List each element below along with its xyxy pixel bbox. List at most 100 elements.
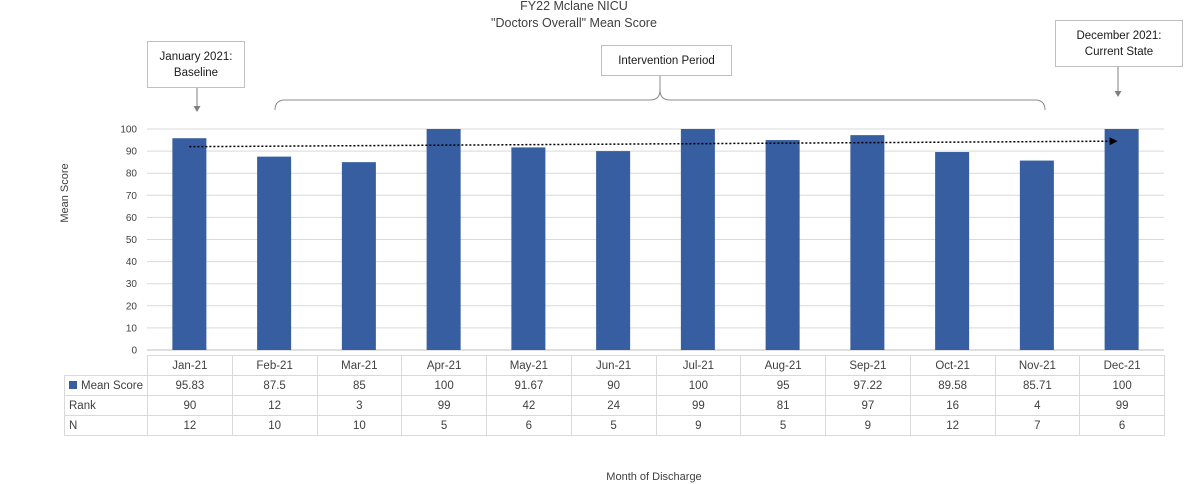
table-row: Rank 90 12 3 99 42 24 99 81 97 16 4 99 (64, 395, 1165, 416)
data-label: 7 (994, 415, 1081, 436)
current-arrow-head (1114, 91, 1122, 97)
data-label: 6 (486, 415, 572, 436)
bar (850, 135, 885, 350)
x-tick-label: Mar-21 (316, 355, 403, 376)
data-label: 99 (401, 395, 487, 416)
data-label: 85 (316, 375, 403, 396)
current-state-callout: December 2021: Current State (1055, 20, 1183, 67)
y-tick-label: 0 (131, 346, 137, 357)
baseline-callout: January 2021: Baseline (147, 41, 245, 88)
data-label: 95.83 (147, 375, 233, 396)
x-tick-label: Dec-21 (1079, 355, 1165, 376)
data-label: 5 (401, 415, 487, 436)
bar (680, 129, 715, 350)
x-tick-label: Jan-21 (147, 355, 233, 376)
y-tick-labels: 0 10 20 30 40 50 60 70 80 90 100 (120, 125, 137, 357)
data-label: 100 (655, 375, 742, 396)
y-tick-label: 20 (126, 301, 138, 312)
legend-key (69, 380, 77, 389)
y-tick-label: 50 (126, 235, 138, 246)
table-row-label: Mean Score (64, 375, 148, 396)
x-tick-label: Sep-21 (825, 355, 911, 376)
x-tick-label: Apr-21 (401, 355, 487, 376)
bar (1019, 160, 1054, 350)
data-label: 97 (825, 395, 911, 416)
data-label: 85.71 (994, 375, 1081, 396)
data-label: 42 (486, 395, 572, 416)
chart-title-line-2: "Doctors Overall" Mean Score (491, 16, 657, 30)
table-row-label: Rank (64, 395, 148, 416)
y-tick-label: 30 (126, 279, 138, 290)
data-label: 5 (570, 415, 657, 436)
chart-title-line-1: FY22 Mclane NICU (520, 0, 628, 13)
bar (511, 147, 546, 350)
data-label: 16 (909, 395, 996, 416)
table-row: N 12 10 10 5 6 5 9 5 9 12 7 6 (64, 415, 1165, 436)
intervention-callout: Intervention Period (601, 45, 732, 76)
bar (765, 140, 800, 350)
data-label: 12 (147, 415, 233, 436)
baseline-arrow-head (193, 106, 201, 112)
y-axis-title: Mean Score (59, 163, 71, 222)
y-tick-label: 10 (126, 323, 138, 334)
data-label: 100 (1079, 375, 1165, 396)
data-label: 12 (909, 415, 996, 436)
data-label: 6 (1079, 415, 1165, 436)
data-label: 91.67 (486, 375, 572, 396)
data-label: 10 (316, 415, 403, 436)
y-tick-label: 80 (126, 169, 138, 180)
gridlines (147, 128, 1164, 351)
bars (172, 129, 1139, 350)
bar (596, 151, 631, 350)
x-tick-label: Jun-21 (570, 355, 657, 376)
bar (257, 156, 292, 350)
current-callout-line-1: December 2021: (1076, 29, 1162, 42)
trendline-path (189, 137, 1118, 148)
x-tick-label: Oct-21 (909, 355, 996, 376)
x-tick-label: Feb-21 (231, 355, 318, 376)
bar (426, 129, 461, 350)
data-label: 95 (740, 375, 826, 396)
x-tick-label: Nov-21 (994, 355, 1081, 376)
data-label: 10 (231, 415, 318, 436)
data-label: 9 (825, 415, 911, 436)
x-tick-label: May-21 (486, 355, 572, 376)
row-label-text: N (69, 419, 78, 432)
x-axis-title: Month of Discharge (606, 471, 702, 483)
table-header-row: Jan-21 Feb-21 Mar-21 Apr-21 May-21 Jun-21 Jul-… (64, 355, 1165, 376)
current-callout-line-2: Current State (1084, 45, 1154, 58)
intervention-bracket (274, 76, 1046, 111)
data-label: 90 (147, 395, 233, 416)
y-tick-label: 40 (126, 257, 138, 268)
data-label: 89.58 (909, 375, 996, 396)
x-tick-label: Aug-21 (740, 355, 826, 376)
data-label: 3 (316, 395, 403, 416)
row-label-text: Rank (69, 399, 96, 412)
baseline-callout-line-2: Baseline (173, 66, 219, 79)
row-label-text: Mean Score (81, 379, 144, 392)
data-label: 99 (655, 395, 742, 416)
table-row-label: N (64, 415, 148, 436)
data-label: 87.5 (231, 375, 318, 396)
data-table: Jan-21 Feb-21 Mar-21 Apr-21 May-21 Jun-21 Jul-… (64, 355, 1165, 436)
bar (1104, 129, 1139, 350)
y-tick-label: 60 (126, 213, 138, 224)
data-label: 4 (994, 395, 1081, 416)
y-tick-label: 70 (126, 191, 138, 202)
y-tick-label: 90 (126, 147, 138, 158)
annotation-lines (193, 67, 1122, 112)
x-tick-label: Jul-21 (655, 355, 742, 376)
table-row: Mean Score 95.83 87.5 85 100 91.67 90 100 95 97.2… (64, 375, 1165, 396)
data-label: 5 (740, 415, 826, 436)
bar (341, 162, 376, 350)
trendline (189, 137, 1118, 148)
bar (172, 138, 207, 350)
data-label: 90 (570, 375, 657, 396)
intervention-callout-label: Intervention Period (618, 54, 715, 67)
data-label: 97.22 (825, 375, 911, 396)
data-label: 9 (655, 415, 742, 436)
data-label: 100 (401, 375, 487, 396)
baseline-callout-line-1: January 2021: (159, 50, 233, 63)
bar (935, 152, 970, 350)
